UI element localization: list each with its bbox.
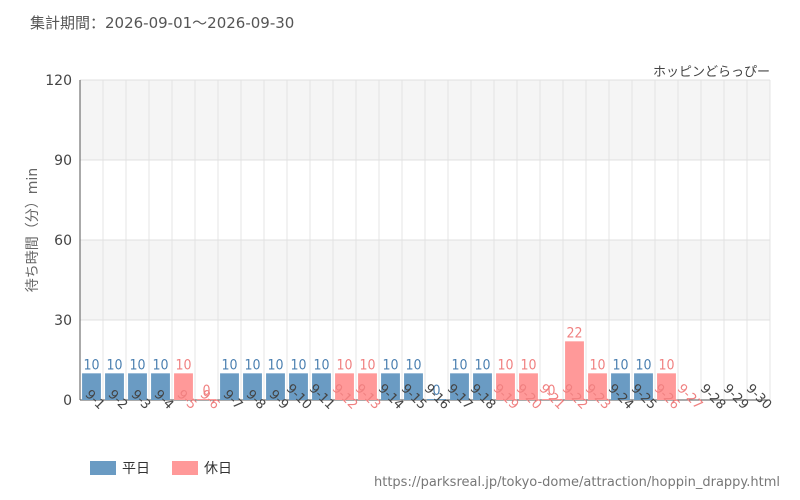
y-tick-label: 60 bbox=[54, 233, 72, 249]
bar-value-label: 10 bbox=[612, 357, 628, 373]
bar bbox=[243, 373, 262, 400]
bar bbox=[450, 373, 469, 400]
bar-value-label: 22 bbox=[566, 325, 582, 341]
legend-item-weekday: 平日 bbox=[90, 458, 150, 478]
bar-value-label: 10 bbox=[175, 357, 191, 373]
bar bbox=[404, 373, 423, 400]
bar bbox=[496, 373, 515, 400]
legend: 平日 休日 bbox=[90, 458, 254, 478]
bar bbox=[657, 373, 676, 400]
bar-value-label: 10 bbox=[83, 357, 99, 373]
bar-value-label: 10 bbox=[497, 357, 513, 373]
bar bbox=[312, 373, 331, 400]
bar bbox=[151, 373, 170, 400]
bar-value-label: 0 bbox=[547, 383, 555, 399]
bar-value-label: 10 bbox=[221, 357, 237, 373]
bar bbox=[588, 373, 607, 400]
y-tick-label: 0 bbox=[63, 393, 72, 409]
bar bbox=[611, 373, 630, 400]
period-label: 集計期間：2026-09-01～2026-09-30 bbox=[30, 14, 295, 32]
y-tick-label: 30 bbox=[54, 313, 72, 329]
bar bbox=[105, 373, 124, 400]
bar-value-label: 10 bbox=[635, 357, 651, 373]
bar-value-label: 10 bbox=[267, 357, 283, 373]
legend-swatch-weekday bbox=[90, 461, 116, 475]
bar bbox=[381, 373, 400, 400]
bar bbox=[358, 373, 377, 400]
bar bbox=[82, 373, 101, 400]
source-url: https://parksreal.jp/tokyo-dome/attracti… bbox=[373, 475, 780, 490]
legend-label-weekday: 平日 bbox=[122, 461, 150, 477]
bar-value-label: 10 bbox=[313, 357, 329, 373]
y-tick-label: 90 bbox=[54, 153, 72, 169]
bar bbox=[220, 373, 239, 400]
bar-value-label: 10 bbox=[474, 357, 490, 373]
bar-value-label: 10 bbox=[359, 357, 375, 373]
bar-value-label: 10 bbox=[129, 357, 145, 373]
bar bbox=[197, 399, 216, 400]
bar-value-label: 10 bbox=[290, 357, 306, 373]
bar-value-label: 10 bbox=[658, 357, 674, 373]
bar-value-label: 10 bbox=[106, 357, 122, 373]
legend-swatch-holiday bbox=[172, 461, 198, 475]
bar bbox=[174, 373, 193, 400]
bar bbox=[266, 373, 285, 400]
bar bbox=[565, 341, 584, 400]
bar bbox=[289, 373, 308, 400]
bar-value-label: 10 bbox=[589, 357, 605, 373]
bar-value-label: 0 bbox=[432, 383, 440, 399]
bar-value-label: 10 bbox=[382, 357, 398, 373]
bar-value-label: 10 bbox=[520, 357, 536, 373]
bar bbox=[427, 399, 446, 400]
bar-value-label: 10 bbox=[451, 357, 467, 373]
bar-value-label: 10 bbox=[336, 357, 352, 373]
bar-value-label: 10 bbox=[244, 357, 260, 373]
bar bbox=[335, 373, 354, 400]
bar-value-label: 10 bbox=[152, 357, 168, 373]
bar-value-label: 0 bbox=[202, 383, 210, 399]
legend-label-holiday: 休日 bbox=[204, 461, 232, 477]
attraction-name: ホッピンどらっぴー bbox=[652, 65, 770, 80]
legend-item-holiday: 休日 bbox=[172, 458, 232, 478]
bar bbox=[634, 373, 653, 400]
bar-value-label: 10 bbox=[405, 357, 421, 373]
bar bbox=[542, 399, 561, 400]
bar bbox=[473, 373, 492, 400]
bar bbox=[128, 373, 147, 400]
y-tick-label: 120 bbox=[45, 73, 72, 89]
bar bbox=[519, 373, 538, 400]
